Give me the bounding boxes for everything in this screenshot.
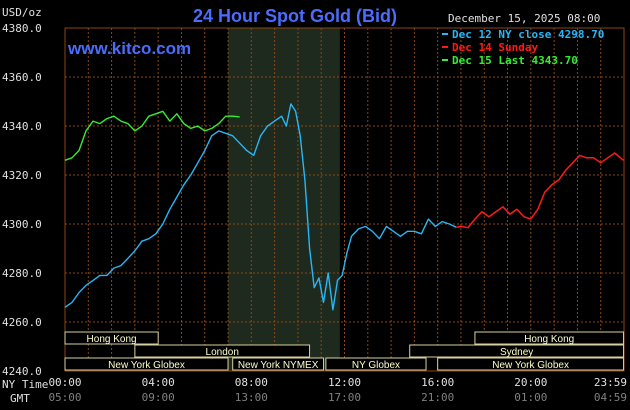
market-label: Sydney (500, 347, 533, 358)
x-tick-label-gmt: 04:59 (594, 391, 627, 404)
ny-time-label: NY Time (2, 378, 48, 391)
legend-entry: Dec 14 Sunday (452, 41, 538, 54)
x-tick-label-ny: 12:00 (328, 376, 361, 389)
x-tick-label-gmt: 13:00 (235, 391, 268, 404)
y-tick-label: 4380.0 (2, 22, 42, 35)
market-bar (437, 357, 625, 371)
y-tick-label: 4300.0 (2, 218, 42, 231)
x-tick-label-ny: 08:00 (235, 376, 268, 389)
series-line (64, 110, 240, 161)
x-tick-label-gmt: 21:00 (421, 391, 454, 404)
market-bar (409, 344, 625, 358)
shaded-session (228, 28, 340, 371)
x-tick-label-ny: 00:00 (48, 376, 81, 389)
y-axis-unit: USD/oz (2, 6, 42, 19)
x-tick-label-ny: 16:00 (421, 376, 454, 389)
y-tick-label: 4280.0 (2, 267, 42, 280)
plot-frame (64, 27, 625, 372)
x-tick-label-ny: 23:59 (594, 376, 627, 389)
market-label: Hong Kong (524, 334, 574, 345)
market-bar (474, 331, 625, 345)
market-bar (64, 331, 159, 345)
x-tick-label-ny: 20:00 (514, 376, 547, 389)
legend-entry: Dec 15 Last 4343.70 (452, 54, 578, 67)
series-line (64, 103, 457, 311)
chart-title: 24 Hour Spot Gold (Bid) (193, 6, 397, 26)
market-label: New York NYMEX (238, 360, 319, 371)
y-tick-label: 4340.0 (2, 120, 42, 133)
x-tick-label-gmt: 17:00 (328, 391, 361, 404)
x-tick-label-gmt: 09:00 (142, 391, 175, 404)
market-label: London (206, 347, 239, 358)
y-tick-label: 4320.0 (2, 169, 42, 182)
legend-entry: Dec 12 NY close 4298.70 (452, 28, 604, 41)
market-label: New York Globex (108, 360, 185, 371)
axes: 4240.0 4260.0 4280.0 4300.0 4320.0 4340.0 4360… (2, 22, 627, 404)
market-bar (325, 357, 427, 371)
market-sessions: Hong Kong London New York Globex New York N… (64, 331, 625, 371)
market-label: NY Globex (352, 360, 400, 371)
chart-date: December 15, 2025 08:00 (448, 12, 600, 25)
series-line (456, 152, 624, 229)
x-tick-label-gmt: 01:00 (514, 391, 547, 404)
market-label: Hong Kong (87, 334, 137, 345)
gmt-label: GMT (10, 392, 30, 405)
y-tick-label: 4360.0 (2, 71, 42, 84)
x-tick-label-gmt: 05:00 (48, 391, 81, 404)
x-tick-label-ny: 04:00 (142, 376, 175, 389)
market-bar (232, 357, 325, 371)
y-tick-label: 4240.0 (2, 365, 42, 378)
market-label: New York Globex (492, 360, 569, 371)
y-tick-label: 4260.0 (2, 316, 42, 329)
kitco-brand-link[interactable]: www.kitco.com (67, 39, 191, 58)
market-bar (64, 357, 229, 371)
market-bar (134, 344, 311, 358)
plot-area (64, 27, 625, 372)
